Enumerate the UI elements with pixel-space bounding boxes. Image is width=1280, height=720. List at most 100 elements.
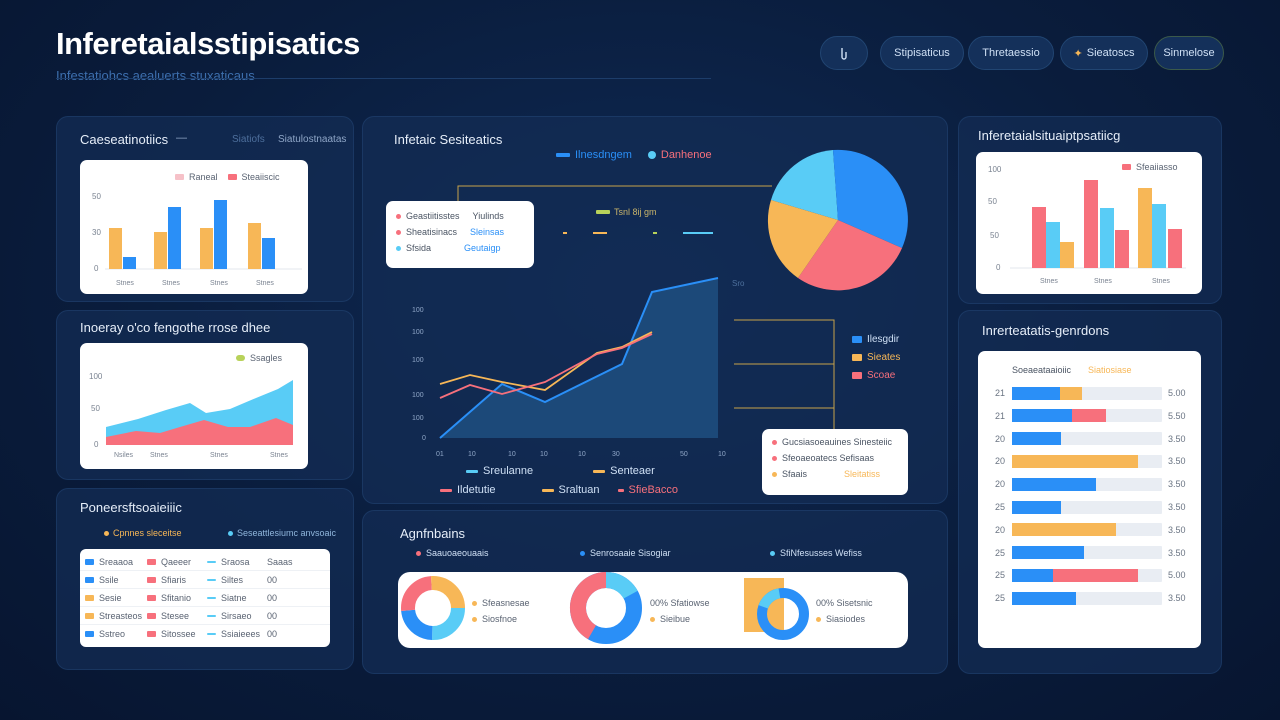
hbar-label: 25 [994, 547, 1005, 558]
pie-slice [833, 149, 908, 248]
bar [1032, 207, 1046, 268]
donut-charts [401, 572, 809, 644]
table-header-link[interactable]: Cpnnes sleceitse [104, 528, 182, 538]
stipisaticus-button[interactable]: Stipisaticus [880, 36, 964, 70]
hbar-row[interactable]: 25 5.00 [992, 565, 1192, 585]
hbar-track [1012, 386, 1162, 400]
hbar-track [1012, 477, 1162, 491]
info-card: Geastiitisstes Yiulinds Sheatisinacs Slein… [386, 201, 534, 268]
x-tick: Stnes [150, 452, 168, 459]
page-subtitle: Infestatiohcs aealuerts stuxaticaus [56, 68, 255, 83]
table-header-dot [228, 531, 233, 536]
table-row[interactable]: Streasteos Stesee Sirsaeo 00 [80, 607, 330, 625]
hbar-row[interactable]: 21 5.00 [992, 383, 1192, 403]
main-area [440, 278, 718, 438]
x-tick: Stnes [1152, 278, 1170, 285]
hbar-row[interactable]: 20 3.50 [992, 451, 1192, 471]
legend-item: Sreulanne [466, 465, 533, 477]
panel-title: Inrerteatatis-genrdons [982, 323, 1110, 338]
hbar-value: 5.00 [1168, 388, 1186, 398]
hbar-row[interactable]: 20 3.50 [992, 474, 1192, 494]
hbar-track [1012, 432, 1162, 446]
x-tick: 01 [436, 451, 444, 458]
table-row[interactable]: Sesie Sfitanio Siatne 00 [80, 589, 330, 607]
sinmelose-button[interactable]: Sinmelose [1154, 36, 1224, 70]
hbar-value: 5.50 [1168, 410, 1186, 421]
table-row[interactable]: Ssile Sfiaris Siltes 00 [80, 571, 330, 589]
hbar-row[interactable]: 25 3.50 [992, 588, 1192, 608]
hbar-row[interactable]: 20 3.50 [992, 520, 1192, 540]
x-tick: 10 [718, 451, 726, 458]
hbar-track [1012, 409, 1162, 423]
y-tick: 0 [94, 264, 99, 273]
hbar-value: 3.50 [1168, 524, 1186, 535]
bar [1046, 222, 1060, 268]
share-button[interactable] [820, 36, 868, 70]
donut-labels: 00% Sisetsnic Siasiodes [816, 598, 873, 624]
orange-series-line [439, 331, 653, 391]
grouped-bar-card: Sfeaiiasso 100 50 50 0 Stnes Stnes Stnes [976, 152, 1202, 294]
bar-chart: 50 30 0 Stnes Stnes Stnes Stnes [92, 192, 302, 287]
donut-segment [757, 588, 809, 640]
bar [1152, 204, 1166, 268]
bar [168, 207, 181, 269]
y-tick: 100 [988, 165, 1002, 174]
table-header-dot [104, 531, 109, 536]
hbar-segment [1012, 591, 1076, 605]
detail-card: Gucsiasoeauines Sinesteiic Sfeoaeoatecs … [762, 429, 908, 495]
hbar-row[interactable]: 20 3.50 [992, 429, 1192, 449]
main-series-line [439, 277, 719, 439]
thretaessio-button[interactable]: Thretaessio [968, 36, 1054, 70]
legend-item: Danhenoe [647, 149, 712, 161]
bottom-legend-row1: Sreulanne Senteaer [466, 465, 655, 477]
panel-title: Inoeray o'co fengothe rrose dhee [80, 320, 271, 335]
area-chart: 100 50 0 Nsiles Stnes Stnes Stnes [89, 372, 293, 459]
x-tick: 10 [540, 451, 548, 458]
x-tick: Stnes [270, 452, 288, 459]
legend-item: Ssagles [236, 353, 282, 363]
area-chart-card: Ssagles 100 50 0 Nsiles Stnes Stnes Stne… [80, 343, 308, 469]
hbar-row[interactable]: 25 3.50 [992, 497, 1192, 517]
y-tick: 50 [91, 404, 100, 413]
panel-title: Agnfnbains [400, 526, 466, 541]
mini-legend-ticks [563, 232, 713, 236]
hbar-row[interactable]: 21 5.50 [992, 406, 1192, 426]
pie-slice [771, 150, 838, 220]
hbar-value: 3.50 [1168, 479, 1186, 490]
table-row[interactable]: Sstreo Sitossee Ssiaieees 00 [80, 625, 330, 643]
donut-card: Sfeasnesae Siosfnoe 00% Sfatiowse Sieibu… [398, 572, 908, 648]
sieatoscs-button[interactable]: ✦ Sieatoscs [1060, 36, 1148, 70]
y-tick: 50 [988, 197, 997, 206]
hbar-row[interactable]: 25 3.50 [992, 543, 1192, 563]
hbar-label: 20 [994, 524, 1005, 535]
table-header-link[interactable]: Seseattlesiumc anvsoaic [228, 528, 336, 538]
bottom-legend-row2: Ildetutie Sraltuan SfieBacco [440, 484, 678, 496]
bar [200, 228, 213, 269]
panel-link[interactable]: Siatiofs [232, 134, 265, 145]
hbar-label: 25 [994, 593, 1005, 604]
hbar-track [1012, 500, 1162, 514]
bar [109, 228, 122, 269]
detail-row: Sfaais Sleitatiss [772, 469, 898, 479]
bar [214, 200, 227, 269]
legend-item: Ilesgdir [852, 334, 900, 345]
table-row[interactable]: Sreaaoa Qaeeer Sraosa Saaas [80, 553, 330, 571]
donut-segment [757, 588, 809, 640]
bar-chart-card: Raneal Steaiiscic 50 30 0 Stnes Stnes St… [80, 160, 308, 294]
y-tick: 0 [996, 263, 1001, 272]
center-legend: Ilnesdngem Danhenoe [556, 149, 712, 161]
y-tick: 100 [412, 392, 424, 399]
panel-title: Caeseatinotiics [80, 132, 169, 147]
hbar-label: 21 [994, 388, 1005, 398]
x-tick: 30 [612, 451, 620, 458]
info-row: Sheatisinacs Sleinsas [396, 227, 524, 237]
bar [262, 238, 275, 269]
hbar-value: 3.50 [1168, 456, 1186, 467]
header-dash: — [176, 132, 187, 144]
share-icon [841, 48, 847, 60]
x-tick: Stnes [162, 280, 180, 287]
panel-link[interactable]: Siatulostnaatas [278, 134, 347, 145]
x-tick: Stnes [1094, 278, 1112, 285]
hbar-segment [1053, 568, 1138, 582]
x-tick: Nsiles [114, 452, 134, 459]
